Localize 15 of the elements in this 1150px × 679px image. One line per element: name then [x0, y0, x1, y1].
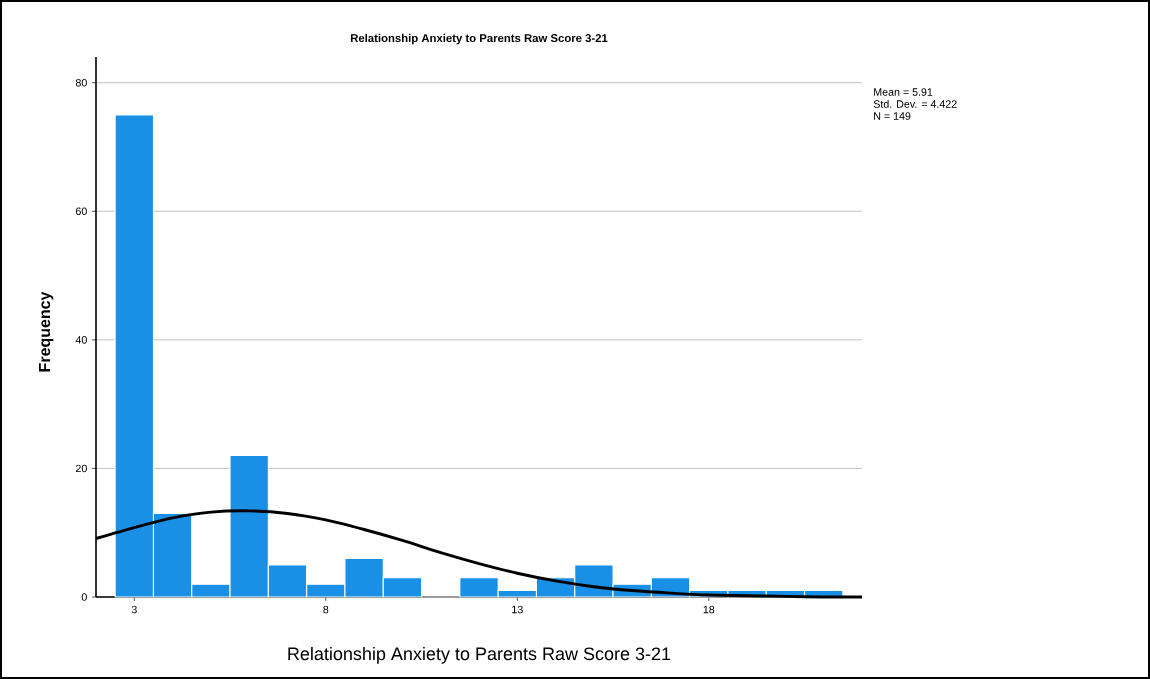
- text: Mean = 5.91: [874, 88, 933, 96]
- x-tick-label: 3: [131, 605, 137, 614]
- x-tick-label: 18: [703, 605, 715, 614]
- text: N = 149: [874, 112, 911, 120]
- y-tick-label: 40: [75, 336, 87, 344]
- y-tick-label: 20: [75, 464, 87, 473]
- x-axis-title: Relationship Anxiety to Parents Raw Score 3-21: [288, 646, 671, 664]
- text: Std. Dev. = 4.422: [873, 99, 957, 108]
- y-tick-label: 80: [75, 78, 87, 87]
- y-tick-label: 60: [75, 207, 87, 216]
- y-tick-label: 0: [81, 593, 87, 601]
- x-tick-label: 13: [512, 605, 523, 614]
- x-tick-label: 8: [323, 605, 329, 614]
- chart-title: Relationship Anxiety to Parents Raw Score 3-21: [350, 33, 608, 45]
- y-axis-title: Frequency: [39, 291, 54, 372]
